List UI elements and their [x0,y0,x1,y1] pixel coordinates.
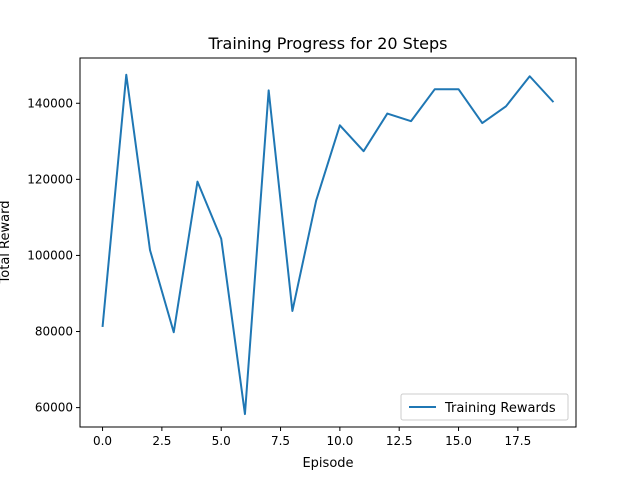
chart-title: Training Progress for 20 Steps [208,34,448,53]
x-tick-label: 15.0 [445,434,472,448]
x-tick-label: 7.5 [271,434,290,448]
x-axis-label: Episode [302,456,353,471]
plot-frame [79,57,577,428]
legend: Training Rewards [400,393,569,421]
axes-ticks: 0.0 2.5 5.0 7.5 10.0 12.5 15.0 17.5 60000 80000 10… [27,96,531,448]
x-tick-label: 17.5 [504,434,531,448]
x-tick-label: 0.0 [93,434,112,448]
y-tick-label: 100000 [27,248,73,262]
y-tick-label: 140000 [27,96,73,110]
legend-entry: Training Rewards [444,401,556,416]
y-tick-label: 120000 [27,172,73,186]
legend-box [400,393,569,421]
x-tick-label: 10.0 [327,434,354,448]
y-tick-label: 80000 [35,325,73,339]
y-axis-label: Total Reward [0,201,13,285]
series-layer [101,73,555,416]
x-tick-label: 12.5 [386,434,413,448]
x-tick-label: 2.5 [152,434,171,448]
series-line-training-rewards [101,73,555,416]
y-tick-label: 60000 [35,401,73,415]
x-tick-label: 5.0 [212,434,231,448]
